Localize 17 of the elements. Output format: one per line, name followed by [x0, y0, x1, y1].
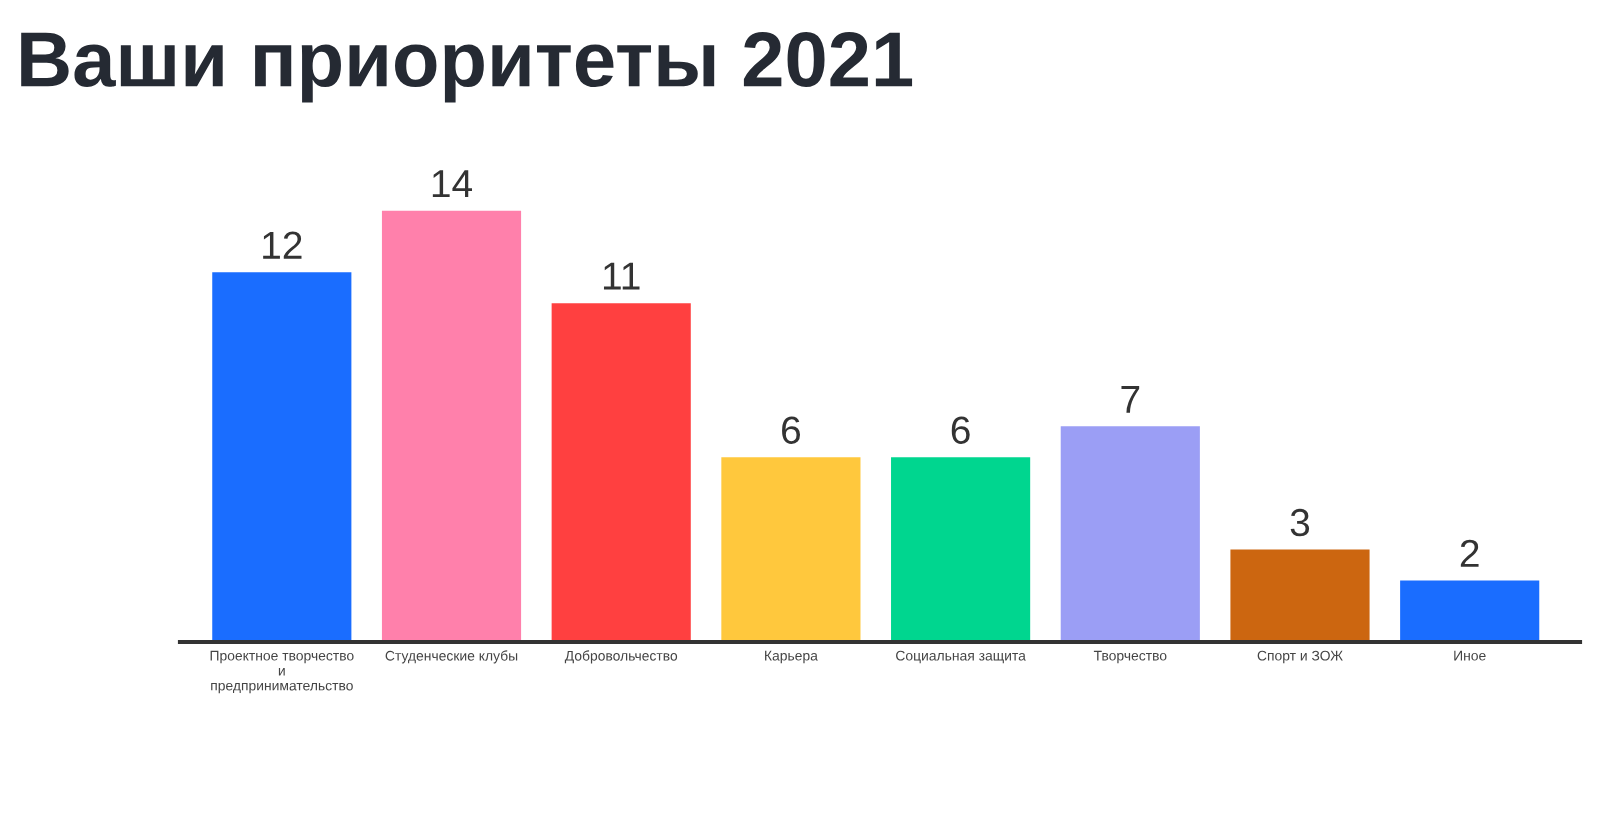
data-label: 12: [263, 231, 302, 259]
bar: [721, 457, 861, 643]
data-label: 7: [1121, 385, 1140, 413]
data-label: 6: [782, 416, 801, 444]
data-label: 6: [951, 416, 970, 444]
bar: [1060, 426, 1200, 643]
bar: [212, 272, 352, 643]
data-label: 14: [432, 170, 473, 198]
data-label: 11: [603, 262, 640, 290]
data-label: 3: [1290, 508, 1310, 537]
chart-title: Ваши приоритеты 2021: [21, 32, 913, 103]
data-label: 2: [1460, 539, 1479, 567]
bar: [381, 210, 522, 643]
bar: [551, 303, 691, 643]
bar: [1400, 580, 1540, 643]
bar: [891, 457, 1031, 643]
bar: [1230, 549, 1370, 643]
